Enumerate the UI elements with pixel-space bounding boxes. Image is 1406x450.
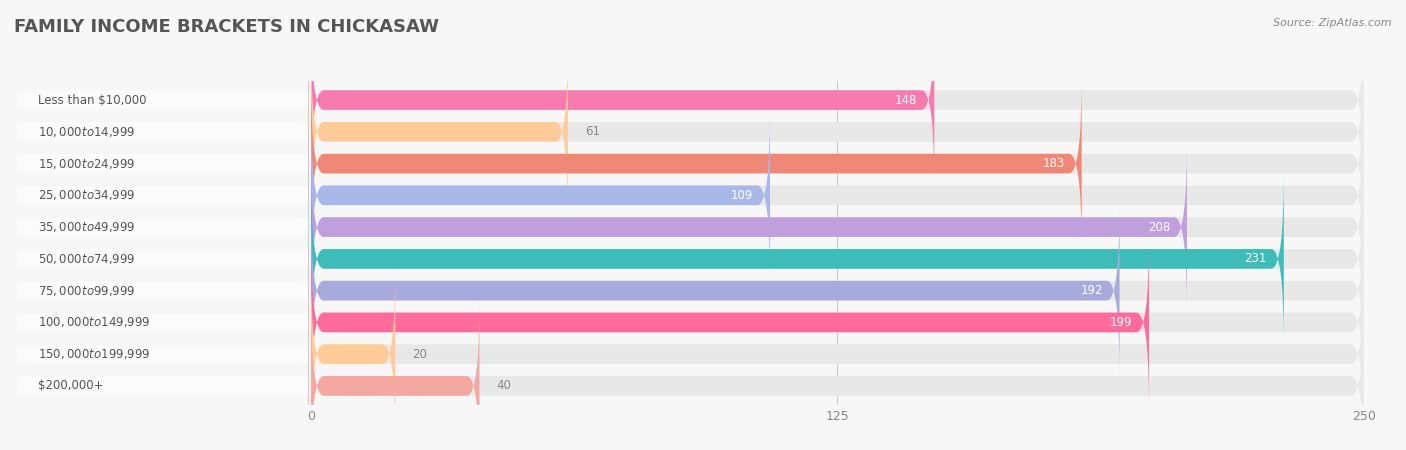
FancyBboxPatch shape [17, 376, 308, 396]
FancyBboxPatch shape [17, 122, 308, 142]
FancyBboxPatch shape [311, 269, 395, 440]
FancyBboxPatch shape [311, 205, 1364, 376]
FancyBboxPatch shape [311, 142, 1187, 313]
FancyBboxPatch shape [311, 173, 1364, 344]
FancyBboxPatch shape [17, 185, 308, 205]
Text: $25,000 to $34,999: $25,000 to $34,999 [38, 189, 135, 202]
Text: 109: 109 [731, 189, 754, 202]
FancyBboxPatch shape [311, 173, 1284, 344]
Text: $50,000 to $74,999: $50,000 to $74,999 [38, 252, 135, 266]
FancyBboxPatch shape [311, 78, 1081, 249]
Text: $150,000 to $199,999: $150,000 to $199,999 [38, 347, 150, 361]
FancyBboxPatch shape [17, 217, 308, 237]
Text: 20: 20 [412, 348, 427, 361]
Text: FAMILY INCOME BRACKETS IN CHICKASAW: FAMILY INCOME BRACKETS IN CHICKASAW [14, 18, 439, 36]
Text: $35,000 to $49,999: $35,000 to $49,999 [38, 220, 135, 234]
FancyBboxPatch shape [311, 46, 568, 217]
Text: $75,000 to $99,999: $75,000 to $99,999 [38, 284, 135, 297]
FancyBboxPatch shape [311, 46, 1364, 217]
FancyBboxPatch shape [17, 313, 308, 332]
FancyBboxPatch shape [17, 344, 308, 364]
FancyBboxPatch shape [311, 110, 1364, 281]
FancyBboxPatch shape [17, 344, 308, 364]
Text: 183: 183 [1043, 157, 1064, 170]
FancyBboxPatch shape [311, 237, 1149, 408]
Text: 148: 148 [896, 94, 918, 107]
FancyBboxPatch shape [311, 14, 1364, 185]
FancyBboxPatch shape [311, 110, 770, 281]
Text: $200,000+: $200,000+ [38, 379, 103, 392]
Text: 192: 192 [1080, 284, 1102, 297]
Text: $10,000 to $14,999: $10,000 to $14,999 [38, 125, 135, 139]
FancyBboxPatch shape [311, 14, 934, 185]
FancyBboxPatch shape [17, 154, 308, 173]
FancyBboxPatch shape [311, 269, 1364, 440]
Text: 231: 231 [1244, 252, 1267, 266]
FancyBboxPatch shape [311, 142, 1364, 313]
FancyBboxPatch shape [17, 185, 308, 205]
FancyBboxPatch shape [17, 154, 308, 173]
FancyBboxPatch shape [311, 237, 1364, 408]
Text: 208: 208 [1147, 220, 1170, 234]
Text: 61: 61 [585, 125, 600, 138]
FancyBboxPatch shape [311, 301, 479, 450]
FancyBboxPatch shape [17, 313, 308, 332]
Text: $100,000 to $149,999: $100,000 to $149,999 [38, 315, 150, 329]
FancyBboxPatch shape [311, 78, 1364, 249]
FancyBboxPatch shape [17, 217, 308, 237]
FancyBboxPatch shape [17, 281, 308, 301]
FancyBboxPatch shape [311, 205, 1119, 376]
Text: Source: ZipAtlas.com: Source: ZipAtlas.com [1274, 18, 1392, 28]
Text: Less than $10,000: Less than $10,000 [38, 94, 146, 107]
FancyBboxPatch shape [17, 90, 308, 110]
FancyBboxPatch shape [17, 249, 308, 269]
FancyBboxPatch shape [17, 122, 308, 142]
FancyBboxPatch shape [311, 301, 1364, 450]
FancyBboxPatch shape [17, 376, 308, 396]
Text: 40: 40 [496, 379, 512, 392]
FancyBboxPatch shape [17, 249, 308, 269]
FancyBboxPatch shape [17, 90, 308, 110]
Text: 199: 199 [1109, 316, 1132, 329]
FancyBboxPatch shape [17, 281, 308, 301]
Text: $15,000 to $24,999: $15,000 to $24,999 [38, 157, 135, 171]
